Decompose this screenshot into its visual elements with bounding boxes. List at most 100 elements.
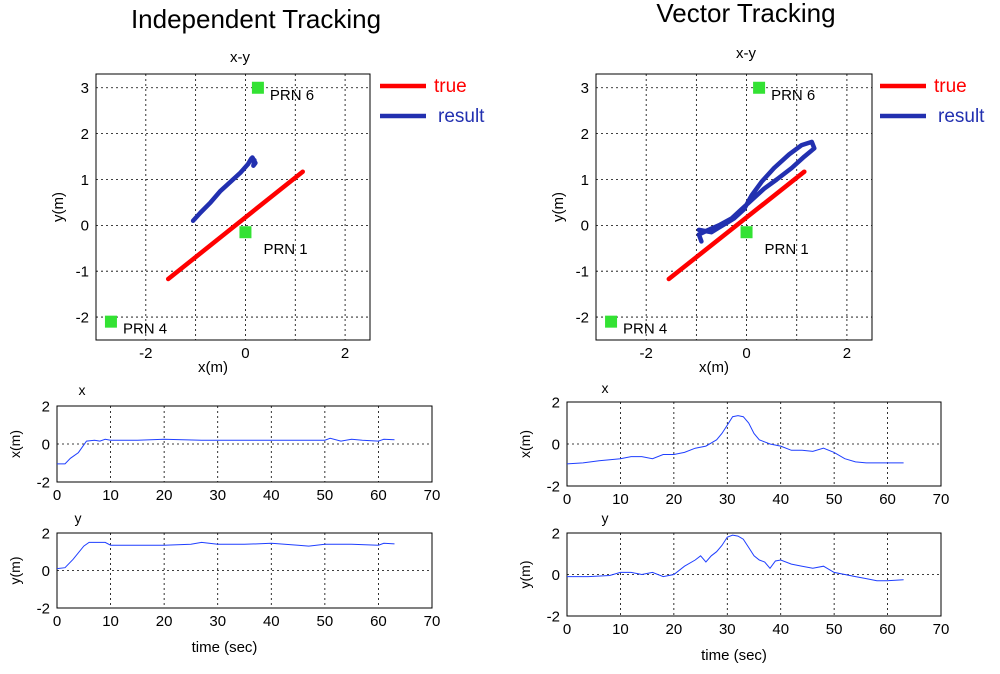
y-tick-label: -2	[576, 309, 589, 326]
xy-plot-title: x-y	[736, 45, 756, 62]
satellite-marker	[104, 315, 117, 328]
x-tick-label: 30	[209, 487, 226, 504]
panel-title-independent: Independent Tracking	[131, 4, 381, 34]
x-tick-label: 20	[156, 487, 173, 504]
plot-frame	[595, 73, 873, 341]
xy-ylabel: y(m)	[550, 192, 567, 222]
xy-ylabel: y(m)	[50, 192, 67, 222]
y-tick-label: 0	[42, 563, 50, 580]
satellite-marker	[740, 226, 753, 239]
series-xlabel: time (sec)	[701, 647, 767, 664]
legend-label: result	[938, 106, 985, 127]
y-tick-label: 1	[581, 172, 589, 189]
x-tick-label: 0	[53, 487, 61, 504]
x-tick-label: 50	[317, 487, 334, 504]
legend-label: true	[434, 76, 467, 97]
y-tick-label: -1	[576, 264, 589, 281]
series-ylabel: y(m)	[517, 561, 533, 589]
x-tick-label: 50	[826, 491, 843, 508]
x-tick-label: 40	[263, 613, 280, 630]
y-tick-label: 3	[81, 80, 89, 97]
y-tick-label: 1	[81, 172, 89, 189]
series-plot-title: y	[75, 510, 82, 526]
y-tick-label: 0	[81, 218, 89, 235]
series-plot-title: x	[602, 380, 609, 396]
satellite-label: PRN 1	[263, 241, 307, 258]
x-tick-label: 60	[879, 491, 896, 508]
series-plot-title: y	[602, 510, 609, 526]
satellite-marker	[251, 81, 264, 94]
y-tick-label: 0	[552, 436, 560, 453]
vector-xy-plot: -2 0 2 -2 -1 0 1 2 3 x-y x(m) y(m) PRN 6 PRN 1 PRN 4 tr…	[550, 45, 985, 376]
y-tick-label: 2	[42, 398, 50, 415]
x-tick-label: 70	[933, 491, 950, 508]
x-tick-label: 60	[370, 487, 387, 504]
satellite-label: PRN 6	[771, 87, 815, 104]
xy-plot-title: x-y	[230, 49, 250, 66]
x-tick-label: -2	[640, 345, 653, 362]
x-tick-label: 10	[612, 621, 629, 638]
x-tick-label: 0	[742, 345, 750, 362]
y-tick-label: 3	[581, 80, 589, 97]
y-tick-label: 2	[81, 126, 89, 143]
satellite-label: PRN 4	[123, 321, 167, 338]
legend-label: true	[934, 76, 967, 97]
x-tick-label: 50	[317, 613, 334, 630]
x-tick-label: 10	[102, 487, 119, 504]
y-tick-label: -2	[547, 478, 560, 495]
result-trajectory-line	[696, 139, 817, 244]
y-tick-label: 2	[552, 394, 560, 411]
y-tick-label: -2	[547, 608, 560, 625]
legend-label: result	[438, 106, 485, 127]
xy-xlabel: x(m)	[699, 359, 729, 376]
x-tick-label: 0	[53, 613, 61, 630]
satellite-label: PRN 1	[765, 241, 809, 258]
y-tick-label: 0	[552, 567, 560, 584]
series-ylabel: x(m)	[7, 430, 23, 458]
x-tick-label: 40	[772, 491, 789, 508]
result-trajectory-line	[190, 155, 258, 224]
x-tick-label: 50	[826, 621, 843, 638]
series-xlabel: time (sec)	[192, 639, 258, 656]
y-tick-label: 0	[42, 436, 50, 453]
series-line	[566, 415, 904, 465]
x-tick-label: 0	[241, 345, 249, 362]
series-line	[567, 534, 904, 582]
y-tick-label: -2	[76, 309, 89, 326]
x-tick-label: 40	[772, 621, 789, 638]
x-tick-label: 0	[563, 491, 571, 508]
plot-frame	[95, 73, 371, 341]
satellite-marker	[239, 226, 252, 239]
x-tick-label: 10	[102, 613, 119, 630]
x-tick-label: 70	[424, 613, 441, 630]
x-tick-label: 30	[719, 491, 736, 508]
y-tick-label: 0	[581, 218, 589, 235]
satellite-marker	[605, 315, 618, 328]
x-tick-label: 2	[341, 345, 349, 362]
y-tick-label: 2	[581, 126, 589, 143]
x-tick-label: 20	[156, 613, 173, 630]
x-tick-label: 30	[719, 621, 736, 638]
true-trajectory-line	[666, 169, 807, 282]
xy-xlabel: x(m)	[198, 359, 228, 376]
x-tick-label: 10	[612, 491, 629, 508]
x-tick-label: 30	[209, 613, 226, 630]
series-plot-title: x	[79, 382, 86, 398]
series-ylabel: x(m)	[517, 430, 533, 458]
series-ylabel: y(m)	[7, 557, 23, 585]
x-tick-label: 20	[666, 491, 683, 508]
x-tick-label: 0	[563, 621, 571, 638]
y-tick-label: 2	[552, 525, 560, 542]
x-tick-label: 2	[843, 345, 851, 362]
x-tick-label: 60	[370, 613, 387, 630]
y-tick-label: 2	[42, 525, 50, 542]
series-line	[57, 437, 395, 465]
x-tick-label: 70	[933, 621, 950, 638]
y-tick-label: -2	[37, 474, 50, 491]
y-tick-label: -2	[37, 600, 50, 617]
